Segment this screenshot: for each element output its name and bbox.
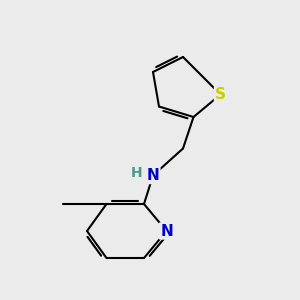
Text: N: N	[160, 224, 173, 238]
Text: H: H	[131, 166, 142, 180]
Text: S: S	[215, 87, 226, 102]
Text: N: N	[147, 168, 159, 183]
